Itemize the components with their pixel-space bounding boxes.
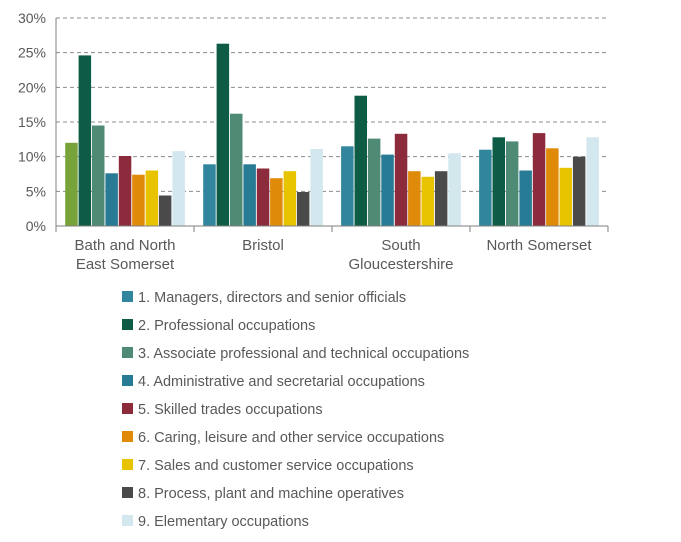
- bar: [434, 171, 448, 226]
- y-tick-label: 10%: [18, 149, 46, 165]
- legend-label: 9. Elementary occupations: [138, 514, 309, 530]
- category-label: Bristol: [242, 237, 284, 254]
- bar: [203, 164, 216, 226]
- legend-label: 1. Managers, directors and senior offici…: [138, 290, 406, 306]
- legend-label: 6. Caring, leisure and other service occ…: [138, 430, 444, 446]
- bar: [132, 174, 145, 226]
- bar: [408, 171, 421, 226]
- bar: [341, 146, 354, 226]
- y-tick-label: 5%: [26, 183, 46, 199]
- bar: [421, 176, 434, 226]
- bar: [586, 137, 599, 226]
- y-tick-label: 20%: [18, 79, 46, 95]
- bar: [572, 156, 586, 226]
- y-tick-labels: 0% 5% 10% 15% 20% 25% 30%: [18, 10, 46, 234]
- legend-swatch: [122, 431, 133, 442]
- y-tick-label: 0%: [26, 218, 46, 234]
- bar: [92, 125, 105, 226]
- y-tick-label: 15%: [18, 114, 46, 130]
- bar: [65, 142, 78, 226]
- legend-swatch: [122, 347, 133, 358]
- legend-swatch: [122, 487, 133, 498]
- category-label: Bath and North East Somerset: [75, 237, 176, 273]
- y-tick-label: 25%: [18, 45, 46, 61]
- bar: [256, 168, 270, 226]
- category-label: North Somerset: [486, 237, 592, 254]
- legend-label: 4. Administrative and secretarial occupa…: [138, 374, 425, 390]
- legend-label: 7. Sales and customer service occupation…: [138, 458, 414, 474]
- legend-swatch: [122, 515, 133, 526]
- axes: [55, 18, 609, 232]
- bar: [283, 171, 297, 226]
- legend: 1. Managers, directors and senior offici…: [122, 290, 469, 530]
- legend-label: 5. Skilled trades occupations: [138, 402, 323, 418]
- category-label: South Gloucestershire: [348, 237, 453, 273]
- legend-swatch: [122, 403, 133, 414]
- legend-label: 2. Professional occupations: [138, 318, 315, 334]
- bar: [105, 173, 118, 226]
- y-tick-label: 30%: [18, 10, 46, 26]
- gridlines: [56, 17, 608, 192]
- bar: [532, 133, 546, 226]
- category-labels: Bath and North East Somerset Bristol South G…: [75, 237, 593, 273]
- bar: [394, 133, 408, 226]
- bar: [118, 156, 132, 226]
- bar: [448, 153, 461, 226]
- legend-swatch: [122, 459, 133, 470]
- legend-swatch: [122, 291, 133, 302]
- bar: [243, 164, 256, 226]
- bar: [354, 95, 367, 226]
- bar: [230, 113, 243, 226]
- bar: [78, 55, 92, 227]
- bar: [546, 148, 559, 226]
- bar: [310, 149, 323, 226]
- bar: [296, 192, 310, 226]
- bar: [492, 137, 505, 226]
- bar: [270, 178, 283, 226]
- bar: [381, 154, 394, 226]
- bar: [158, 195, 172, 226]
- legend-label: 3. Associate professional and technical …: [138, 346, 469, 362]
- bar: [216, 43, 230, 227]
- legend-swatch: [122, 375, 133, 386]
- bars: [65, 43, 599, 227]
- bar: [559, 167, 572, 226]
- legend-swatch: [122, 319, 133, 330]
- legend-label: 8. Process, plant and machine operatives: [138, 486, 404, 502]
- bar: [479, 149, 492, 226]
- bar: [172, 151, 185, 226]
- bar: [367, 138, 381, 226]
- bar: [519, 170, 532, 226]
- bar: [505, 141, 519, 226]
- bar: [145, 170, 159, 226]
